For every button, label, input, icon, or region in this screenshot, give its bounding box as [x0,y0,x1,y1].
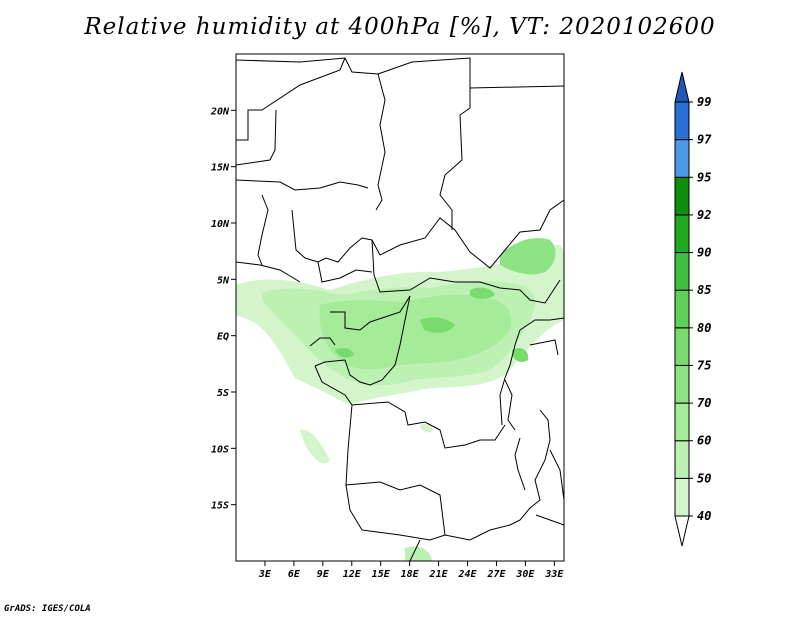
colorbar-segment [674,289,690,329]
border-line [375,73,386,211]
lon-tick-label: 6E [288,569,301,580]
colorbar-label: 85 [697,283,711,297]
border-line [330,295,411,331]
colorbar-segment [674,214,690,254]
humidity-fringe-patch [420,423,433,433]
colorbar: 40 50 60 70 75 80 85 90 92 95 97 99 [674,71,712,547]
lon-tick-label: 33E [544,569,564,580]
border-line [535,514,564,526]
colorbar-segment [674,440,690,479]
lat-tick-label: 15N [211,163,230,174]
colorbar-label: 90 [697,246,711,260]
border-line [314,365,506,449]
border-line [291,199,564,269]
border-line [344,295,411,386]
humidity-shading [236,238,564,561]
colorbar-segment [674,327,690,366]
lat-tick-label: 15S [211,501,229,512]
colorbar-segment [674,364,690,404]
lon-tick-label: 30E [515,569,535,580]
colorbar-label: 75 [697,358,711,372]
border-line [317,261,373,283]
colorbar-label: 40 [697,509,711,523]
colorbar-segment [674,139,690,178]
border-line [499,329,521,426]
humidity-region-east-band [500,238,556,275]
lon-tick-label: 27E [486,569,506,580]
border-line [549,449,564,501]
humidity-fringe-patch [405,546,432,561]
lat-tick-label: 20N [210,106,230,117]
border-line [534,409,551,501]
chart-title: Relative humidity at 400hPa [%], VT: 202… [84,14,716,40]
colorbar-label: 50 [697,471,711,485]
lat-tick-label: 5S [217,388,229,399]
border-line [236,179,369,191]
colorbar-label: 97 [697,133,712,147]
lon-tick-label: 3E [258,569,272,580]
colorbar-label: 70 [697,396,711,410]
border-line [309,337,336,347]
lon-tick-label: 21E [429,569,449,580]
colorbar-segment [674,477,690,517]
lat-tick-label: 5N [217,275,230,286]
colorbar-segment [674,101,690,141]
border-line [236,261,301,283]
border-line [361,499,541,541]
lon-tick-label: 9E [317,569,330,580]
lon-tick-label: 12E [343,569,362,580]
latitude-ticks: 20N 15N 10N 5N EQ 5S 10S 15S [210,106,236,512]
border-line [409,539,421,561]
border-line [469,85,564,89]
border-line [345,481,446,536]
colorbar-label: 80 [697,321,711,335]
colorbar-segment [674,176,690,216]
humidity-region-congo-core [319,294,512,370]
lon-tick-label: 18E [401,569,420,580]
border-line [514,437,526,491]
longitude-ticks: 3E 6E 9E 12E 15E 18E 21E 24E 27E 30E 33E [258,561,564,580]
colorbar-label: 60 [697,434,711,448]
lat-tick-label: 10S [211,444,229,455]
border-line [529,339,559,356]
border-line [314,359,346,367]
lon-tick-label: 24E [457,569,477,580]
country-borders [236,57,564,561]
colorbar-label: 99 [697,95,711,109]
border-line [236,57,346,141]
border-line [345,404,363,531]
border-line [371,239,561,304]
border-line [236,109,277,166]
colorbar-bottom-triangle [674,515,690,547]
colorbar-label: 92 [697,208,711,222]
border-line [504,379,516,431]
lat-tick-label: 10N [211,219,230,230]
border-line [257,194,269,266]
colorbar-top-triangle [674,71,690,103]
border-line [236,57,471,230]
border-line [519,317,564,331]
grads-credit: GrADS: IGES/COLA [4,604,91,614]
humidity-fringe-patch [300,429,330,464]
colorbar-segment [674,252,690,291]
colorbar-segment [674,402,690,442]
colorbar-label: 95 [697,170,711,184]
map-frame [235,53,565,562]
map-axes [235,53,565,562]
lat-tick-label: EQ [217,332,229,343]
humidity-region-core-patches [335,287,529,362]
lon-tick-label: 15E [372,569,391,580]
